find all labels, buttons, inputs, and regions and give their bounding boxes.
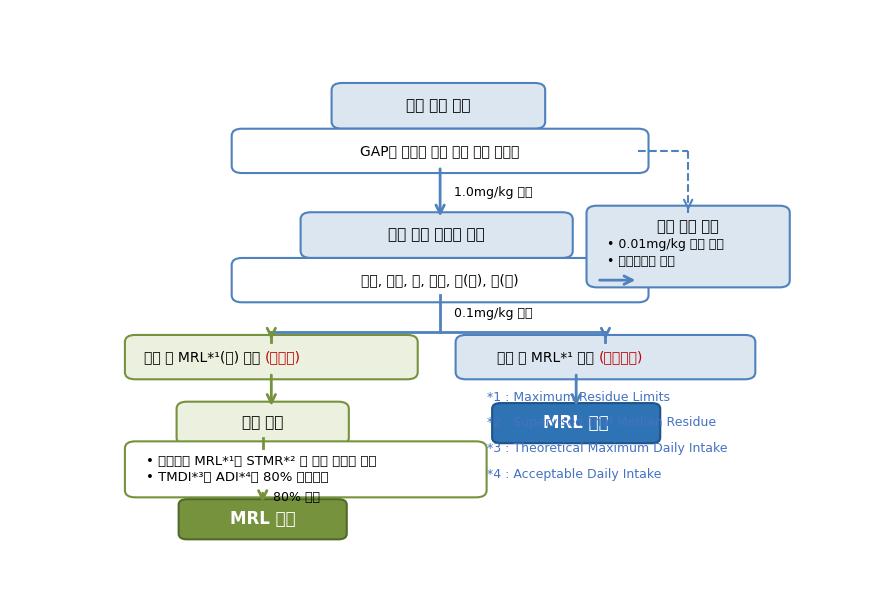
Text: 가축 잔류 이행성 시험: 가축 잔류 이행성 시험 [388,228,485,242]
FancyBboxPatch shape [124,441,486,498]
FancyBboxPatch shape [232,128,649,173]
FancyBboxPatch shape [332,83,545,128]
Text: *1 : Maximum Residue Limits: *1 : Maximum Residue Limits [486,390,669,404]
FancyBboxPatch shape [456,335,756,379]
Text: 노출 평가: 노출 평가 [242,416,284,431]
Text: (식약청): (식약청) [264,350,300,364]
FancyBboxPatch shape [587,205,789,287]
FancyBboxPatch shape [232,258,649,302]
Text: 근육, 지방, 간, 신장, 유(乳), 란(卐): 근육, 지방, 간, 신장, 유(乳), 란(卐) [361,273,519,287]
Text: *4 : Acceptable Daily Intake: *4 : Acceptable Daily Intake [486,467,661,481]
Text: • 0.01mg/kg 이상 잔류: • 0.01mg/kg 이상 잔류 [607,238,724,251]
Text: 0.1mg/kg 이상: 0.1mg/kg 이상 [454,307,533,320]
Text: MRL 채택: MRL 채택 [230,510,295,528]
Text: • TMDI*³가 ADI*⁴의 80% 초과여부: • TMDI*³가 ADI*⁴의 80% 초과여부 [146,471,328,484]
FancyBboxPatch shape [124,335,418,379]
Text: *2 : Supervised Trial Median Residue: *2 : Supervised Trial Median Residue [486,416,716,429]
Text: 1.0mg/kg 이상: 1.0mg/kg 이상 [454,186,533,199]
FancyBboxPatch shape [179,499,347,539]
Text: 80% 미만: 80% 미만 [273,491,320,504]
FancyBboxPatch shape [300,212,573,258]
Text: (농식품부): (농식품부) [598,350,643,364]
Text: MRL 채택: MRL 채택 [543,414,609,432]
Text: 사료 중 MRL*¹ 검토: 사료 중 MRL*¹ 검토 [497,350,598,364]
Text: 가축 대사 시험: 가축 대사 시험 [657,219,719,234]
Text: 작물 잔류 시험: 작물 잔류 시험 [406,98,470,113]
Text: 식육 중 MRL*¹(안) 검토: 식육 중 MRL*¹(안) 검토 [144,350,264,364]
Text: GAP로 생산한 볷짚 중의 농약 잔류량: GAP로 생산한 볷짚 중의 농약 잔류량 [360,144,520,158]
Text: • 축산물의 MRL*¹과 STMR*² 로 부터 노출량 계산: • 축산물의 MRL*¹과 STMR*² 로 부터 노출량 계산 [146,455,376,468]
FancyBboxPatch shape [493,403,661,443]
Text: *3 : Theoretical Maximum Daily Intake: *3 : Theoretical Maximum Daily Intake [486,442,727,455]
FancyBboxPatch shape [177,402,348,445]
Text: • 생물농축성 우려: • 생물농축성 우려 [607,255,675,268]
